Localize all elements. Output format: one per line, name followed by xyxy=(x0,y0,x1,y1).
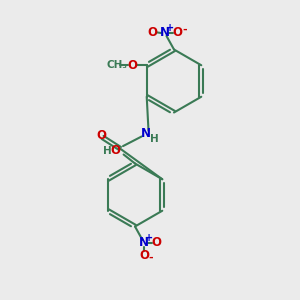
Text: +: + xyxy=(145,232,154,243)
Text: O: O xyxy=(96,129,106,142)
Text: CH₃: CH₃ xyxy=(106,60,127,70)
Text: O: O xyxy=(147,26,158,39)
Text: O: O xyxy=(152,236,162,250)
Text: N: N xyxy=(140,127,151,140)
Text: O: O xyxy=(172,26,183,40)
Text: H: H xyxy=(149,134,158,144)
Text: O: O xyxy=(139,249,149,262)
Text: -: - xyxy=(148,253,153,263)
Text: O: O xyxy=(127,59,137,72)
Text: +: + xyxy=(166,22,175,33)
Text: H: H xyxy=(103,146,112,156)
Text: O: O xyxy=(110,144,121,158)
Text: N: N xyxy=(139,236,149,250)
Text: N: N xyxy=(160,26,170,40)
Text: -: - xyxy=(182,25,187,35)
